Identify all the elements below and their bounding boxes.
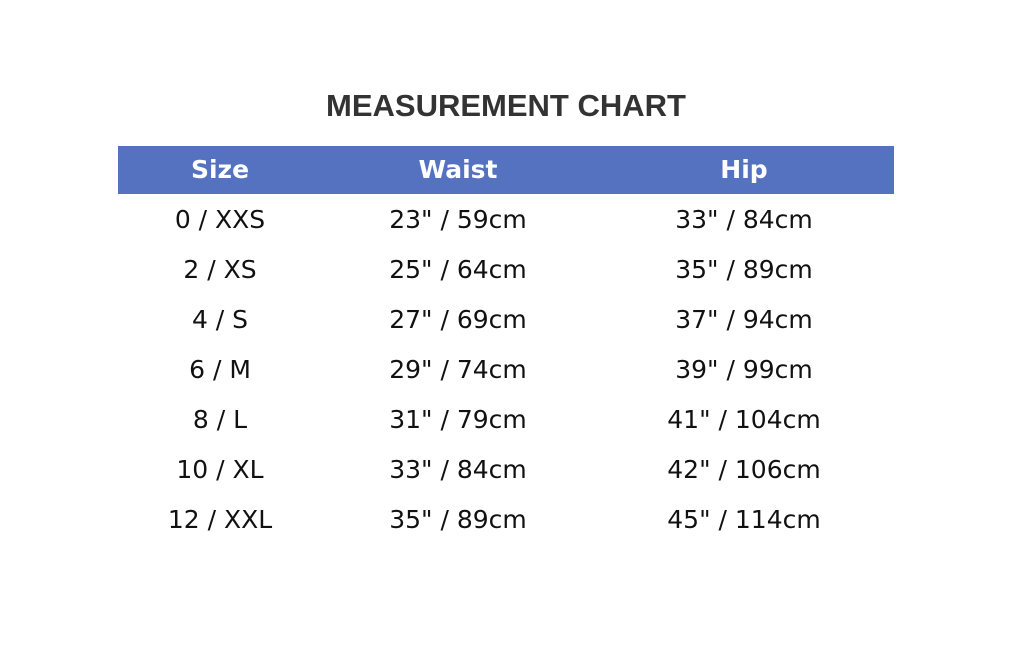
hip-cell: 33" / 84cm: [675, 205, 813, 234]
column-header-hip: Hip: [720, 155, 768, 184]
column-header-waist: Waist: [418, 155, 498, 184]
size-cell: 4 / S: [191, 305, 249, 334]
size-cell: 2 / XS: [183, 255, 257, 284]
waist-cell: 27" / 69cm: [389, 305, 527, 334]
hip-cell: 45" / 114cm: [667, 505, 821, 534]
hip-cell: 41" / 104cm: [667, 405, 821, 434]
hip-cell: 42" / 106cm: [667, 455, 821, 484]
size-cell: 12 / XXL: [167, 505, 273, 534]
waist-cell: 35" / 89cm: [389, 505, 527, 534]
waist-cell: 25" / 64cm: [389, 255, 527, 284]
size-cell: 8 / L: [192, 405, 248, 434]
waist-cell: 31" / 79cm: [389, 405, 527, 434]
column-header-size: Size: [190, 155, 250, 184]
table-header: [118, 146, 894, 194]
waist-cell: 33" / 84cm: [389, 455, 527, 484]
size-cell: 0 / XXS: [174, 205, 266, 234]
waist-cell: 23" / 59cm: [389, 205, 527, 234]
page-title: MEASUREMENT CHART: [326, 88, 686, 123]
hip-cell: 35" / 89cm: [675, 255, 813, 284]
size-cell: 10 / XL: [176, 455, 264, 484]
hip-cell: 37" / 94cm: [675, 305, 813, 334]
hip-cell: 39" / 99cm: [675, 355, 813, 384]
waist-cell: 29" / 74cm: [389, 355, 527, 384]
size-cell: 6 / M: [189, 355, 251, 384]
